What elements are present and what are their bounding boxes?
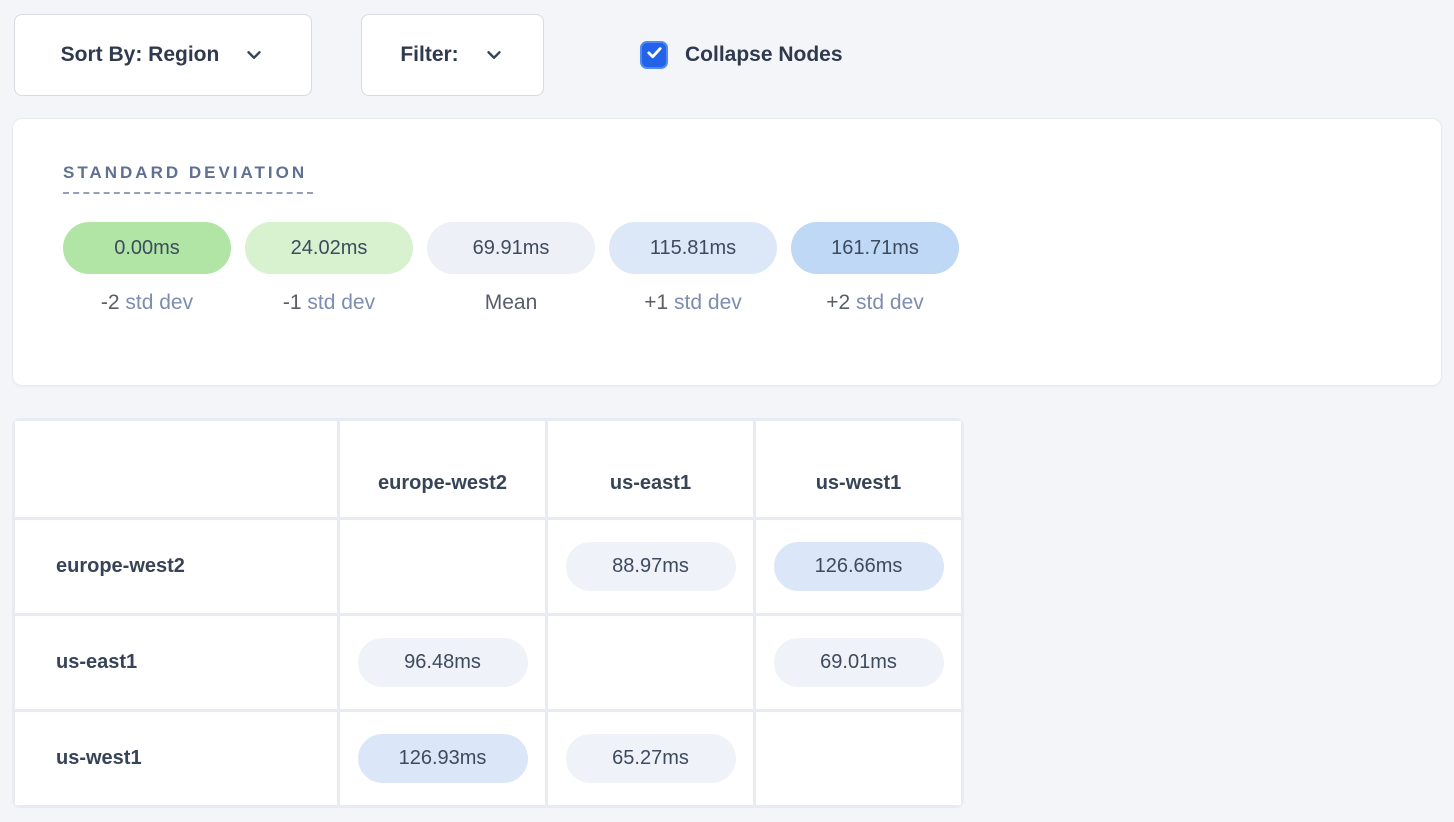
standard-deviation-title: STANDARD DEVIATION xyxy=(63,163,314,194)
sort-by-dropdown[interactable]: Sort By: Region xyxy=(14,14,312,96)
matrix-col-header: us-west1 xyxy=(756,421,961,517)
matrix-cell: 65.27ms xyxy=(548,712,753,805)
filter-label: Filter: xyxy=(400,43,459,66)
chevron-down-icon xyxy=(483,44,505,66)
legend-label: +1 std dev xyxy=(644,291,742,314)
latency-pill: 96.48ms xyxy=(357,638,528,687)
legend-item: 0.00ms -2 std dev xyxy=(63,222,231,315)
legend-pill: 69.91ms xyxy=(427,222,595,274)
toolbar: Sort By: Region Filter: Collapse Nodes xyxy=(14,14,1442,96)
latency-pill: 126.66ms xyxy=(773,542,944,591)
matrix-cell: 69.01ms xyxy=(756,616,961,709)
legend-pill: 24.02ms xyxy=(245,222,413,274)
matrix-cell: 96.48ms xyxy=(340,616,545,709)
legend-label: Mean xyxy=(484,291,538,314)
matrix-cell: 88.97ms xyxy=(548,520,753,613)
matrix-cell xyxy=(340,520,545,613)
matrix-cell: 126.93ms xyxy=(340,712,545,805)
legend-item: 161.71ms +2 std dev xyxy=(791,222,959,315)
legend-pill: 115.81ms xyxy=(609,222,777,274)
legend-label: -2 std dev xyxy=(100,291,194,314)
matrix-row-header: us-east1 xyxy=(15,616,337,709)
legend-label: +2 std dev xyxy=(826,291,924,314)
matrix-row: europe-west2 88.97ms 126.66ms xyxy=(15,520,961,613)
legend-item: 69.91ms Mean xyxy=(427,222,595,315)
latency-pill: 65.27ms xyxy=(565,734,736,783)
legend-pill: 0.00ms xyxy=(63,222,231,274)
legend-item: 115.81ms +1 std dev xyxy=(609,222,777,315)
latency-pill: 126.93ms xyxy=(357,734,528,783)
sort-by-label: Sort By: Region xyxy=(60,43,220,66)
matrix-row-header: us-west1 xyxy=(15,712,337,805)
filter-dropdown[interactable]: Filter: xyxy=(361,14,544,96)
latency-matrix: europe-west2 us-east1 us-west1 europe-west… xyxy=(12,418,964,808)
matrix-col-header: europe-west2 xyxy=(340,421,545,517)
latency-pill: 88.97ms xyxy=(565,542,736,591)
matrix-cell xyxy=(548,616,753,709)
std-dev-legend: 0.00ms -2 std dev 24.02ms -1 std dev 69.91ms… xyxy=(63,222,1391,315)
legend-pill: 161.71ms xyxy=(791,222,959,274)
collapse-nodes-label: Collapse Nodes xyxy=(685,43,843,66)
matrix-row-header: europe-west2 xyxy=(15,520,337,613)
matrix-col-header: us-east1 xyxy=(548,421,753,517)
collapse-nodes-checkbox[interactable] xyxy=(640,41,668,69)
collapse-nodes-control: Collapse Nodes xyxy=(640,41,843,69)
latency-pill: 69.01ms xyxy=(773,638,944,687)
legend-item: 24.02ms -1 std dev xyxy=(245,222,413,315)
standard-deviation-card: STANDARD DEVIATION 0.00ms -2 std dev 24.02… xyxy=(12,118,1442,386)
legend-label: -1 std dev xyxy=(282,291,376,314)
matrix-cell xyxy=(756,712,961,805)
matrix-row: us-west1 126.93ms 65.27ms xyxy=(15,712,961,805)
matrix-row: us-east1 96.48ms 69.01ms xyxy=(15,616,961,709)
checkmark-icon xyxy=(646,44,663,66)
matrix-corner-cell xyxy=(15,421,337,517)
matrix-cell: 126.66ms xyxy=(756,520,961,613)
chevron-down-icon xyxy=(243,44,265,66)
